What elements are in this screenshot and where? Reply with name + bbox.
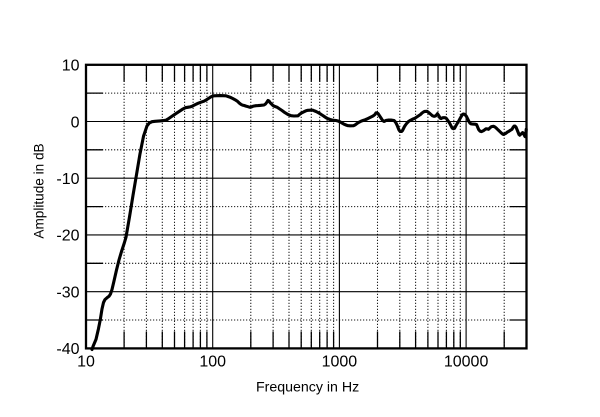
svg-text:-20: -20	[56, 228, 79, 245]
svg-text:-30: -30	[56, 285, 79, 302]
svg-text:Amplitude in dB: Amplitude in dB	[32, 143, 47, 238]
svg-text:1000: 1000	[322, 354, 358, 371]
svg-text:10000: 10000	[444, 354, 489, 371]
svg-text:100: 100	[199, 354, 226, 371]
svg-text:0: 0	[71, 114, 80, 131]
svg-text:Frequency in Hz: Frequency in Hz	[256, 379, 359, 395]
svg-text:10: 10	[62, 58, 80, 75]
svg-text:-40: -40	[56, 341, 79, 358]
svg-text:-10: -10	[56, 171, 79, 188]
svg-text:10: 10	[77, 354, 95, 371]
